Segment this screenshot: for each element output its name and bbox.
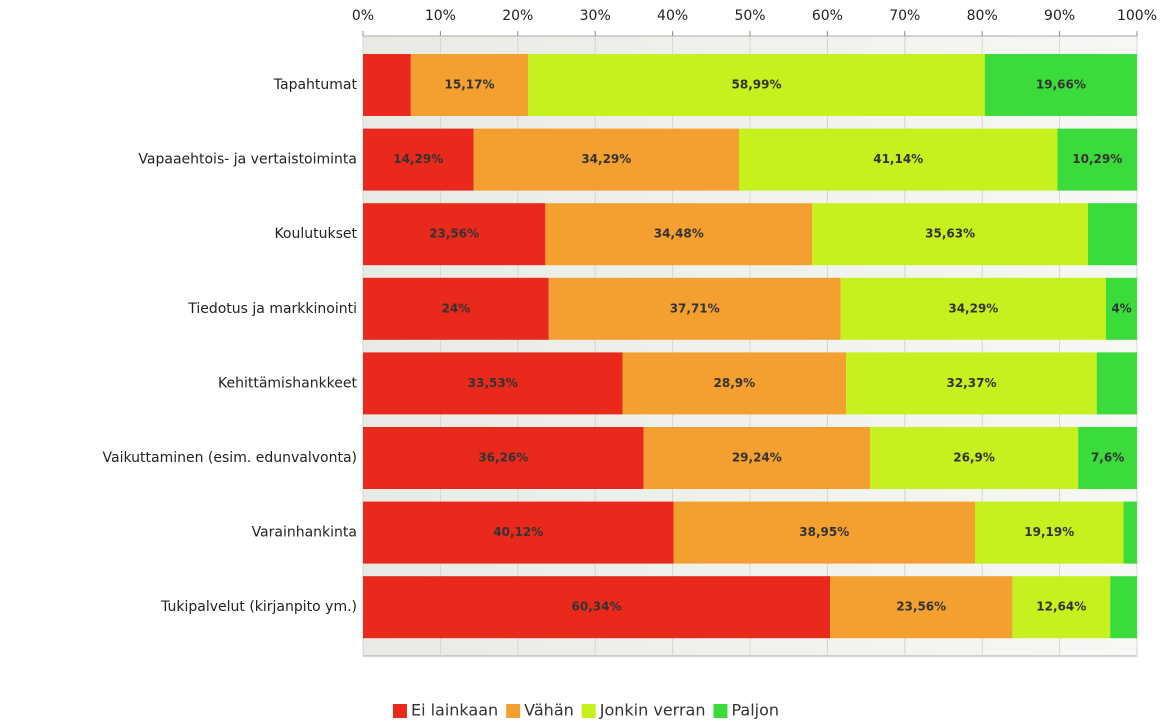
legend-swatch (506, 704, 521, 718)
bar-segment (363, 128, 474, 191)
bar-segment (1106, 277, 1137, 340)
value-label: 34,29% (581, 152, 631, 166)
bar-segment (739, 128, 1058, 191)
value-label: 10,29% (1072, 152, 1122, 166)
value-label: 19,19% (1024, 525, 1074, 539)
value-label: 23,56% (429, 227, 479, 241)
x-tick-label: 50% (734, 8, 765, 24)
y-tick-label: Tukipalvelut (kirjanpito ym.) (160, 599, 357, 615)
bar-segment (984, 54, 1137, 116)
x-tick-label: 30% (580, 8, 611, 24)
value-label: 34,29% (948, 301, 998, 315)
x-tick-label: 100% (1117, 8, 1157, 24)
x-tick-label: 90% (1044, 8, 1075, 24)
value-label: 19,66% (1036, 78, 1086, 92)
value-label: 12,64% (1036, 600, 1086, 614)
value-label: 4% (1111, 301, 1131, 315)
value-label: 32,37% (946, 376, 996, 390)
value-label: 35,63% (925, 227, 975, 241)
bar-segment (1110, 576, 1137, 639)
value-label: 26,9% (953, 451, 995, 465)
bar-segment (363, 576, 831, 639)
value-label: 29,24% (732, 451, 782, 465)
y-tick-label: Kehittämishankkeet (218, 375, 358, 391)
bar-segment (545, 203, 813, 266)
value-label: 24% (442, 301, 471, 315)
x-tick-label: 60% (812, 8, 843, 24)
value-label: 58,99% (732, 78, 782, 92)
bar-segment (363, 54, 411, 116)
bar-segment (548, 277, 841, 340)
legend-label: Paljon (731, 701, 779, 720)
bar-segment (363, 427, 644, 489)
value-label: 38,95% (799, 525, 849, 539)
bar-segment (812, 203, 1089, 266)
value-label: 28,9% (714, 376, 756, 390)
legend-swatch (581, 704, 596, 718)
value-label: 33,53% (468, 376, 518, 390)
bar-segment (410, 54, 529, 116)
value-label: 7,6% (1091, 451, 1124, 465)
x-tick-label: 70% (889, 8, 920, 24)
legend-swatch (392, 704, 407, 718)
x-tick-label: 80% (967, 8, 998, 24)
value-label: 15,17% (445, 78, 495, 92)
legend-label: Jonkin verran (599, 701, 706, 720)
value-label: 34,48% (654, 227, 704, 241)
value-label: 40,12% (493, 525, 543, 539)
bar-segment (846, 352, 1097, 415)
bar-segment (363, 501, 674, 564)
bar-segment (1057, 128, 1138, 191)
bar-segment (840, 277, 1107, 340)
y-tick-label: Vaikuttaminen (esim. edunvalvonta) (103, 450, 357, 466)
bar-segment (1096, 352, 1137, 415)
y-tick-label: Tapahtumat (273, 77, 358, 93)
value-label: 14,29% (393, 152, 443, 166)
bar-segment (830, 576, 1013, 639)
value-label: 41,14% (873, 152, 923, 166)
bar-segment (1088, 203, 1137, 266)
bar-segment (363, 203, 546, 266)
bar-segment (869, 427, 1079, 489)
bar-segment (975, 501, 1124, 564)
bar-segment (1123, 501, 1137, 564)
y-tick-label: Tiedotus ja markkinointi (187, 301, 357, 317)
bar-segment (1078, 427, 1137, 489)
y-tick-label: Varainhankinta (252, 525, 357, 541)
bar-segment (1012, 576, 1111, 639)
bar-segment (363, 277, 549, 340)
bar-segment (528, 54, 985, 116)
value-label: 37,71% (670, 301, 720, 315)
bar-segment (643, 427, 870, 489)
y-tick-label: Vapaaehtois- ja vertaistoiminta (138, 152, 357, 168)
value-label: 60,34% (572, 600, 622, 614)
bar-segment (622, 352, 847, 415)
y-tick-label: Koulutukset (274, 226, 357, 242)
legend-label: Ei lainkaan (411, 701, 498, 720)
legend: Ei lainkaan Vähän Jonkin verran Paljon (392, 701, 779, 720)
legend-label: Vähän (524, 701, 574, 720)
x-tick-label: 10% (425, 8, 456, 24)
x-tick-label: 40% (657, 8, 688, 24)
bar-segment (473, 128, 740, 191)
bar-segment (673, 501, 976, 564)
x-tick-label: 0% (352, 8, 374, 24)
x-tick-label: 20% (502, 8, 533, 24)
bar-segment (363, 352, 623, 415)
value-label: 23,56% (896, 600, 946, 614)
value-label: 36,26% (478, 451, 528, 465)
legend-swatch (713, 704, 728, 718)
